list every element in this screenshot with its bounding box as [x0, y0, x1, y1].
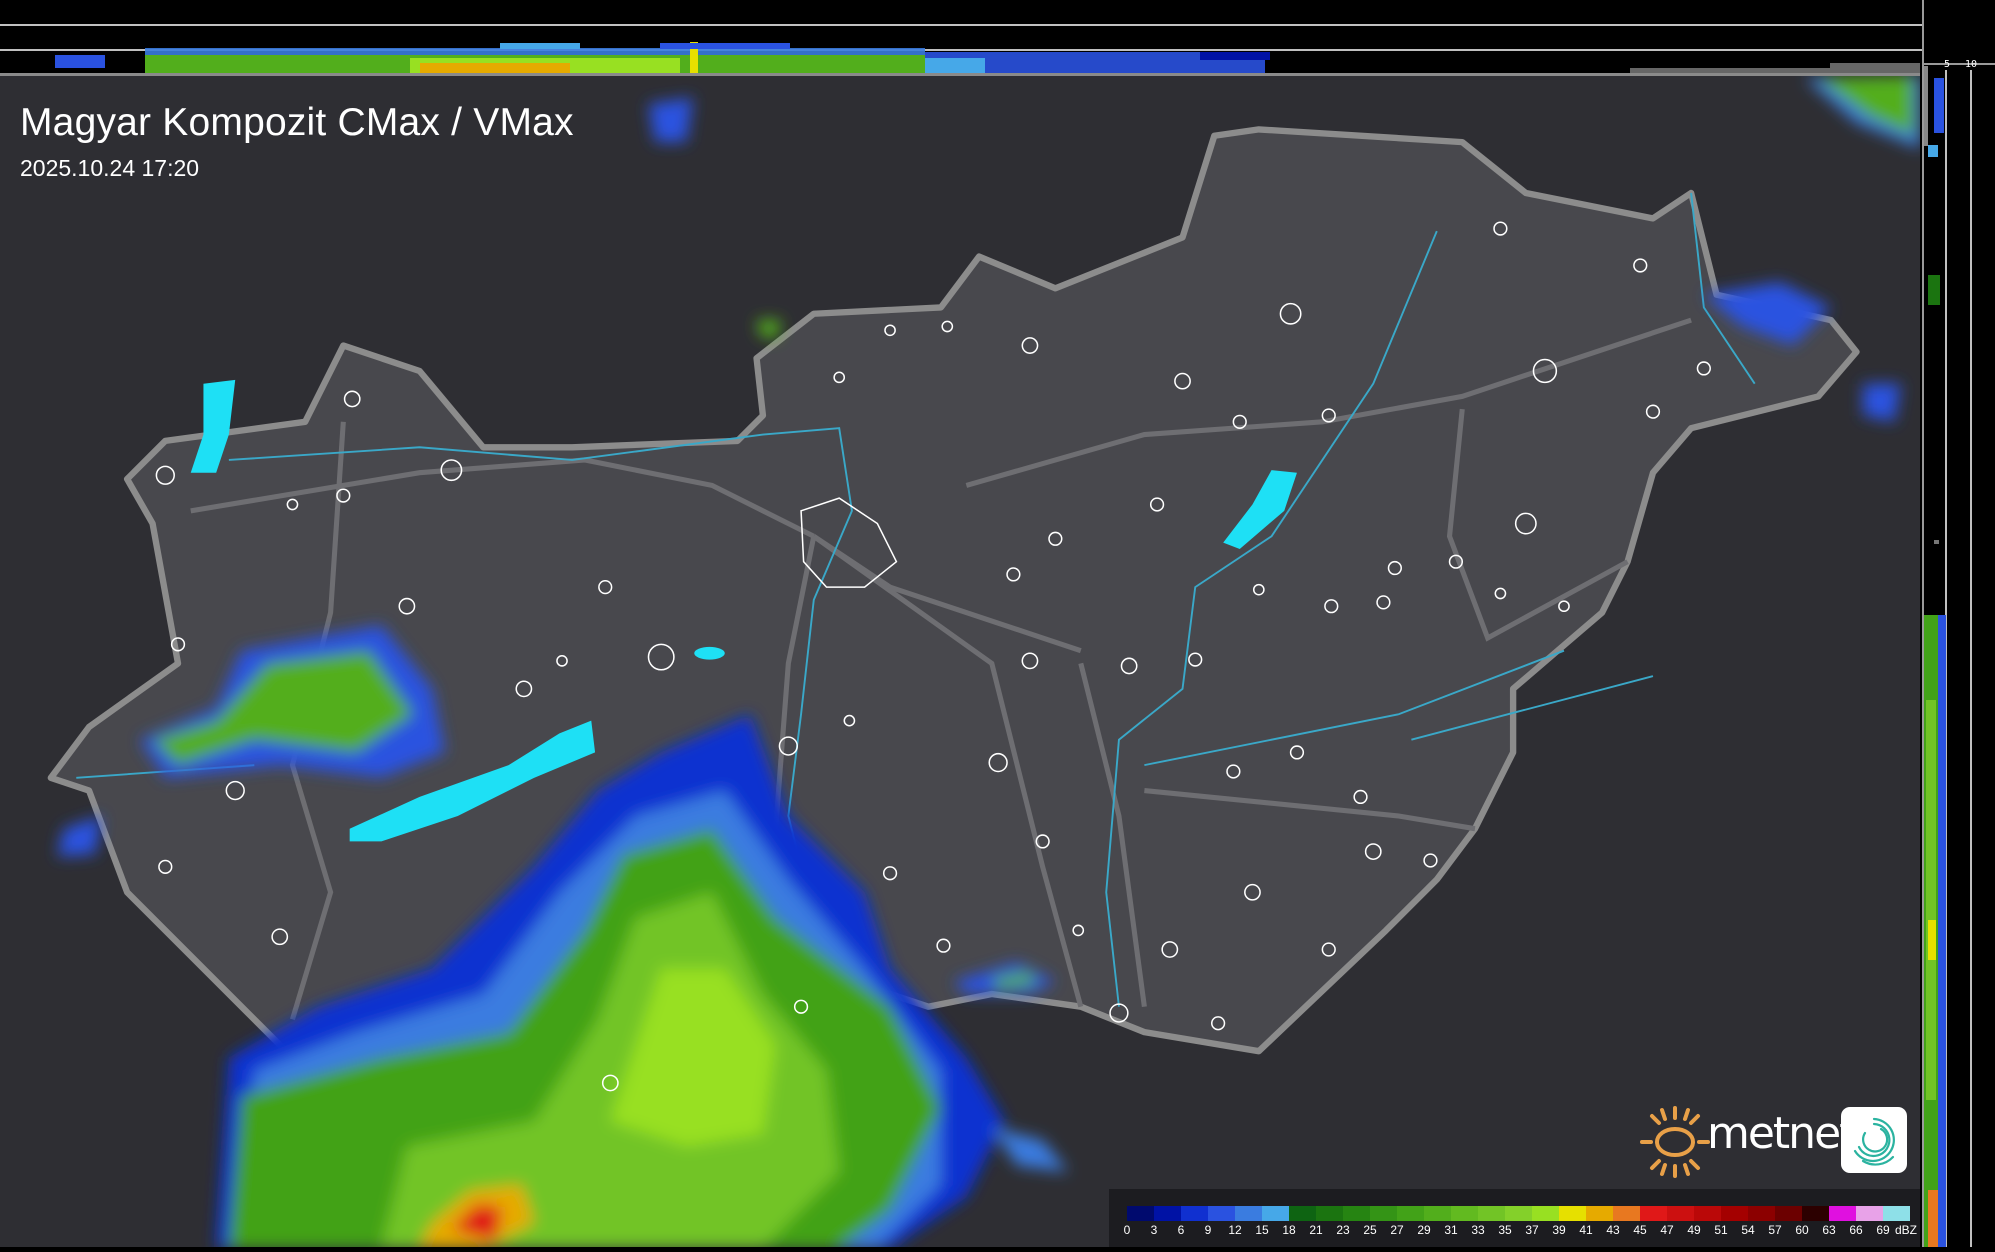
legend-swatch [1316, 1206, 1343, 1221]
legend-swatch [1289, 1206, 1316, 1221]
lake-neusiedl [190, 379, 236, 473]
legend-label: 18 [1282, 1223, 1296, 1237]
legend-swatch [1775, 1206, 1802, 1221]
legend-swatch [1370, 1206, 1397, 1221]
legend-label: 63 [1822, 1223, 1836, 1237]
radar-map[interactable]: Magyar Kompozit CMax / VMax 2025.10.24 1… [0, 73, 1920, 1249]
legend-label: 54 [1741, 1223, 1755, 1237]
legend-swatch [1586, 1206, 1613, 1221]
radar-echoes [57, 76, 1920, 1249]
legend-swatch [1424, 1206, 1451, 1221]
profile-side-chart [1924, 63, 1995, 1247]
legend-label: 6 [1177, 1223, 1185, 1237]
legend-label: 35 [1498, 1223, 1512, 1237]
legend-swatch [1397, 1206, 1424, 1221]
map-canvas [47, 76, 1920, 1249]
legend-label: 29 [1417, 1223, 1431, 1237]
legend-label: 27 [1390, 1223, 1404, 1237]
legend-label: 0 [1123, 1223, 1131, 1237]
side-axis-label-10: 10 [1965, 59, 1978, 70]
legend-label: 69 [1876, 1223, 1890, 1237]
metnet-logo-text: metnet [1707, 1108, 1856, 1159]
legend-label: 43 [1606, 1223, 1620, 1237]
legend-label: 60 [1795, 1223, 1809, 1237]
legend-swatch [1451, 1206, 1478, 1221]
legend-swatch [1802, 1206, 1829, 1221]
legend-label: 3 [1150, 1223, 1158, 1237]
vertical-profile-top: 10 5 [0, 0, 1937, 73]
legend-swatch [1559, 1206, 1586, 1221]
map-timestamp: 2025.10.24 17:20 [20, 155, 200, 181]
legend-label: 66 [1849, 1223, 1863, 1237]
legend-label: 49 [1687, 1223, 1701, 1237]
legend-swatch [1235, 1206, 1262, 1221]
legend-swatch [1721, 1206, 1748, 1221]
legend-label: 21 [1309, 1223, 1323, 1237]
legend-swatch [1505, 1206, 1532, 1221]
legend-label: 41 [1579, 1223, 1593, 1237]
legend-swatch [1667, 1206, 1694, 1221]
legend-label: 37 [1525, 1223, 1539, 1237]
legend-label: 39 [1552, 1223, 1566, 1237]
legend-swatch [1694, 1206, 1721, 1221]
legend-swatch [1613, 1206, 1640, 1221]
legend-label: 33 [1471, 1223, 1485, 1237]
settlement-outlines [155, 221, 1711, 1092]
legend-swatch [1829, 1206, 1856, 1221]
legend-label: 51 [1714, 1223, 1728, 1237]
legend-swatch [1478, 1206, 1505, 1221]
legend-swatch [1181, 1206, 1208, 1221]
legend-labels: 0 3 6 9 12 15 18 21 23 25 27 29 31 33 35 37 39 41 43 45 47 49… [1123, 1223, 1927, 1239]
legend-swatch [1748, 1206, 1775, 1221]
legend-label: 23 [1336, 1223, 1350, 1237]
lake-balaton [349, 720, 596, 842]
legend-swatch [1208, 1206, 1235, 1221]
profile-side-echoes [1924, 66, 1946, 1247]
side-axis-label-5: 5 [1944, 59, 1951, 70]
legend-swatch [1262, 1206, 1289, 1221]
legend-swatch [1883, 1206, 1910, 1221]
dbz-legend: 0 3 6 9 12 15 18 21 23 25 27 29 31 33 35 37 39 41 43 45 47 49… [1109, 1189, 1920, 1247]
legend-swatch [1532, 1206, 1559, 1221]
legend-label: 45 [1633, 1223, 1647, 1237]
legend-label: 9 [1204, 1223, 1212, 1237]
legend-label: 12 [1228, 1223, 1242, 1237]
profile-top-chart [0, 24, 1922, 73]
vertical-profile-side: 5 10 [1922, 0, 1995, 1247]
legend-label: 57 [1768, 1223, 1782, 1237]
legend-swatch [1154, 1206, 1181, 1221]
legend-label: 47 [1660, 1223, 1674, 1237]
legend-label: 25 [1363, 1223, 1377, 1237]
profile-echo-bands [55, 42, 1920, 73]
legend-swatch [1343, 1206, 1370, 1221]
legend-color-bar [1127, 1206, 1910, 1221]
legend-unit: dBZ [1894, 1223, 1918, 1237]
map-title: Magyar Kompozit CMax / VMax [20, 101, 574, 144]
swirl-app-icon [1841, 1107, 1907, 1173]
legend-swatch [1856, 1206, 1883, 1221]
lakes [190, 379, 1297, 842]
legend-swatch [1640, 1206, 1667, 1221]
legend-label: 31 [1444, 1223, 1458, 1237]
legend-swatch [1127, 1206, 1154, 1221]
lake-tisza [1223, 470, 1297, 549]
legend-label: 15 [1255, 1223, 1269, 1237]
sun-logo-icon [1640, 1104, 1710, 1185]
